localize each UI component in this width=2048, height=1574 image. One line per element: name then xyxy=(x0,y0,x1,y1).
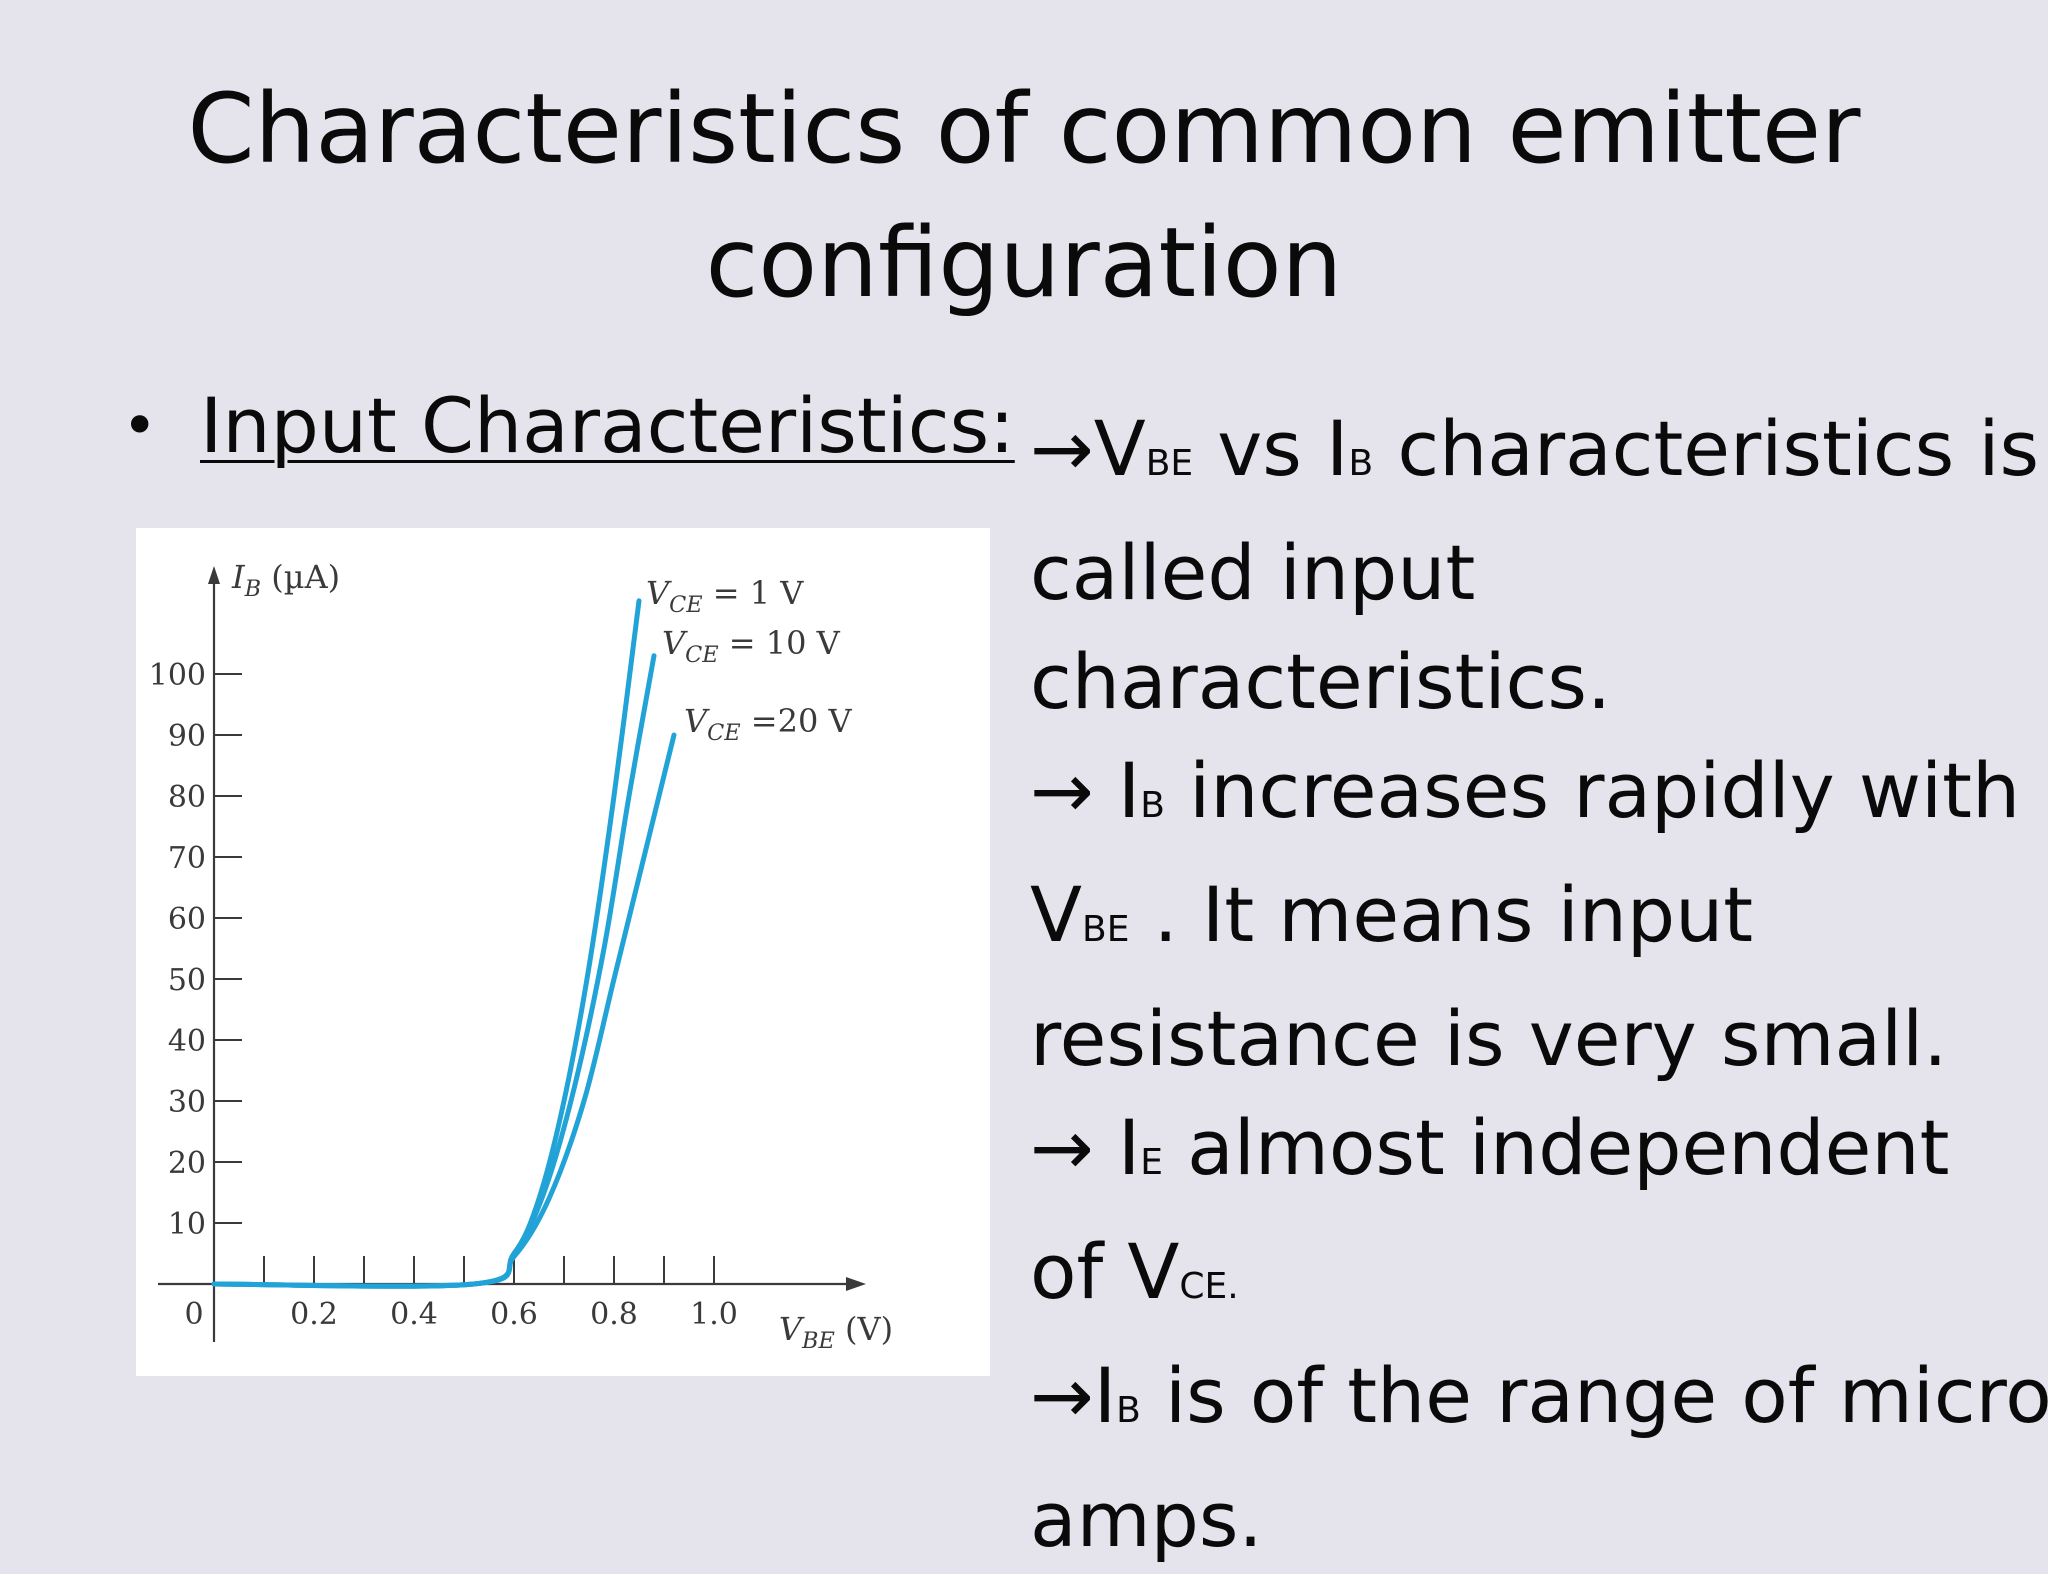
x-tick-label: 0.2 xyxy=(290,1297,338,1332)
y-tick-label: 90 xyxy=(168,719,206,754)
desc-line-6: resistance is very small. xyxy=(1030,994,1948,1083)
x-axis-arrow-icon xyxy=(846,1277,866,1291)
y-tick-label: 30 xyxy=(168,1085,206,1120)
y-tick-label: 50 xyxy=(168,963,206,998)
series-line-1 xyxy=(211,598,642,1289)
y-tick-label: 40 xyxy=(168,1024,206,1059)
origin-label: 0 xyxy=(184,1297,203,1332)
arrow-right-icon: → xyxy=(1030,746,1094,835)
title-line-1: Characteristics of common emitter xyxy=(187,73,1861,185)
x-tick-label: 0.4 xyxy=(390,1297,438,1332)
description-text: →VBE vs IB characteristics is called inp… xyxy=(1030,394,2048,1574)
series-line-3 xyxy=(211,732,677,1289)
desc-line-10: amps. xyxy=(1030,1475,1263,1564)
bullet-label: Input Characteristics: xyxy=(200,381,1015,470)
arrow-right-icon: → xyxy=(1030,404,1094,493)
series-label-3: VCE =20 V xyxy=(684,702,852,746)
bullet-dot-icon: • xyxy=(122,391,158,461)
desc-line-7: → IE almost independent xyxy=(1030,1093,2040,1217)
chart-svg: 10 20 30 40 50 60 70 80 90 100 0.2 0.4 0.6 0.8 1.0 0 IB … xyxy=(149,558,893,1354)
slide-title: Characteristics of common emitter config… xyxy=(0,62,2048,330)
series-label-2: VCE = 10 V xyxy=(662,624,841,668)
bullet-input-characteristics: • Input Characteristics: xyxy=(122,378,1015,474)
x-tick-label: 0.6 xyxy=(490,1297,538,1332)
y-axis-label: IB (µA) xyxy=(231,558,340,602)
y-tick-label: 10 xyxy=(168,1207,206,1242)
desc-line-8: of VCE. xyxy=(1030,1227,1239,1316)
desc-line-9: →IB is of the range of micro xyxy=(1030,1341,2048,1465)
title-line-2: configuration xyxy=(705,207,1343,319)
desc-line-1: →VBE vs IB characteristics is xyxy=(1030,394,2040,518)
y-tick-label: 80 xyxy=(168,780,206,815)
desc-line-3: characteristics. xyxy=(1030,637,1612,726)
y-tick-label: 70 xyxy=(168,841,206,876)
y-axis-arrow-icon xyxy=(208,566,220,584)
series-label-1: VCE = 1 V xyxy=(646,574,804,618)
desc-line-5: VBE . It means input xyxy=(1030,870,1754,959)
y-tick-label: 20 xyxy=(168,1146,206,1181)
x-tick-label: 1.0 xyxy=(690,1297,738,1332)
arrow-right-icon: → xyxy=(1030,1103,1094,1192)
x-axis-label: VBE (V) xyxy=(779,1310,893,1354)
input-characteristics-chart: 10 20 30 40 50 60 70 80 90 100 0.2 0.4 0.6 0.8 1.0 0 IB … xyxy=(136,528,990,1376)
y-tick-label: 60 xyxy=(168,902,206,937)
desc-line-4: → IB increases rapidly with xyxy=(1030,736,2040,860)
desc-line-2: called input xyxy=(1030,528,1476,617)
arrow-right-icon: → xyxy=(1030,1351,1094,1440)
y-tick-label: 100 xyxy=(149,658,206,693)
x-tick-label: 0.8 xyxy=(590,1297,638,1332)
